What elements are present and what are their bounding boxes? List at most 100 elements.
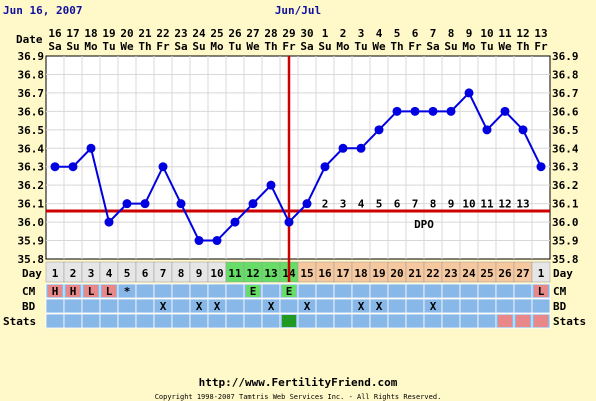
bd-cell [477, 298, 497, 314]
bd-mark: X [430, 300, 437, 313]
bd-cell [513, 298, 533, 314]
y-tick-label-left: 36.1 [18, 198, 45, 211]
dpo-number: 9 [448, 198, 455, 211]
stats-cell [189, 313, 209, 329]
bd-cell [531, 298, 551, 314]
y-tick-label-left: 36.4 [18, 142, 45, 155]
cycle-day-label: 20 [390, 267, 403, 280]
y-tick-label-left: 36.6 [18, 105, 45, 118]
cm-marker [66, 285, 80, 297]
y-tick-label-right: 35.8 [552, 253, 579, 266]
cycle-day-label: 23 [444, 267, 457, 280]
stats-cell [207, 313, 227, 329]
date-label: 19 [102, 27, 115, 40]
stats-cell [423, 313, 443, 329]
bd-mark: X [160, 300, 167, 313]
date-label: 22 [156, 27, 169, 40]
stats-marker [516, 315, 530, 327]
dpo-number: 6 [394, 198, 401, 211]
y-tick-label-right: 36.9 [552, 50, 579, 63]
y-tick-label-left: 36.7 [18, 87, 45, 100]
temperature-point [158, 162, 168, 172]
cm-cell [387, 283, 407, 299]
stats-cell [333, 313, 353, 329]
y-tick-label-right: 36.0 [552, 216, 579, 229]
cycle-day-label: 21 [408, 267, 422, 280]
dpo-number: 10 [462, 198, 475, 211]
date-label: 6 [412, 27, 419, 40]
temperature-point [284, 217, 294, 227]
date-label: 2 [340, 27, 347, 40]
cycle-day-label: 4 [106, 267, 113, 280]
cm-cell [135, 283, 155, 299]
bd-cell [495, 298, 515, 314]
cycle-day-label: 19 [372, 267, 385, 280]
date-label: 5 [394, 27, 401, 40]
temperature-point [302, 199, 312, 209]
dpo-number: 8 [430, 198, 437, 211]
bd-row-label: BD [22, 300, 36, 313]
temperature-point [374, 125, 384, 135]
weekday-label: Fr [156, 40, 170, 53]
cm-row-label-right: CM [553, 285, 567, 298]
bd-mark: X [304, 300, 311, 313]
stats-cell [261, 313, 281, 329]
stats-cell [81, 313, 101, 329]
weekday-label: Fr [534, 40, 548, 53]
weekday-label: We [246, 40, 260, 53]
dpo-number: 7 [412, 198, 419, 211]
weekday-label: Mo [336, 40, 350, 53]
y-tick-label-right: 36.4 [552, 142, 579, 155]
cm-cell [333, 283, 353, 299]
temperature-point [392, 106, 402, 116]
stats-cell [369, 313, 389, 329]
temperature-point [50, 162, 60, 172]
chart-date-label: Jun 16, 2007 [3, 4, 82, 17]
cm-cell [171, 283, 191, 299]
cm-value: E [286, 285, 293, 298]
footer-url[interactable]: http://www.FertilityFriend.com [199, 376, 398, 389]
temperature-point [464, 88, 474, 98]
weekday-label: Fr [282, 40, 296, 53]
weekday-label: Su [318, 40, 331, 53]
stats-cell [99, 313, 119, 329]
weekday-label: Mo [84, 40, 98, 53]
y-tick-label-left: 36.9 [18, 50, 45, 63]
temperature-point [266, 180, 276, 190]
cycle-day-label: 2 [70, 267, 77, 280]
dpo-number: 2 [322, 198, 329, 211]
bd-cell [99, 298, 119, 314]
cm-cell [315, 283, 335, 299]
stats-cell [351, 313, 371, 329]
date-label: 20 [120, 27, 133, 40]
date-label: 7 [430, 27, 437, 40]
date-label: 16 [48, 27, 62, 40]
cm-cell [477, 283, 497, 299]
cm-value: H [52, 285, 59, 298]
cm-value: E [250, 285, 257, 298]
date-label: 21 [138, 27, 152, 40]
stats-cell [45, 313, 65, 329]
y-tick-label-left: 36.0 [18, 216, 45, 229]
cm-row-label: CM [22, 285, 36, 298]
dpo-number: 4 [358, 198, 365, 211]
bd-cell [459, 298, 479, 314]
y-tick-label-left: 35.8 [18, 253, 45, 266]
bd-cell [225, 298, 245, 314]
y-tick-label-left: 36.5 [18, 124, 45, 137]
temperature-line [55, 91, 542, 242]
weekday-label: Th [516, 40, 529, 53]
weekday-label: Mo [462, 40, 476, 53]
stats-cell [315, 313, 335, 329]
stats-cell [171, 313, 191, 329]
temperature-point [410, 106, 420, 116]
cycle-day-label: 11 [228, 267, 242, 280]
temperature-point [104, 217, 114, 227]
date-label: 29 [282, 27, 295, 40]
cm-marker [246, 285, 260, 297]
bd-cell [279, 298, 299, 314]
bd-cell [63, 298, 83, 314]
y-tick-label-right: 36.1 [552, 198, 579, 211]
y-tick-label-left: 35.9 [18, 235, 45, 248]
